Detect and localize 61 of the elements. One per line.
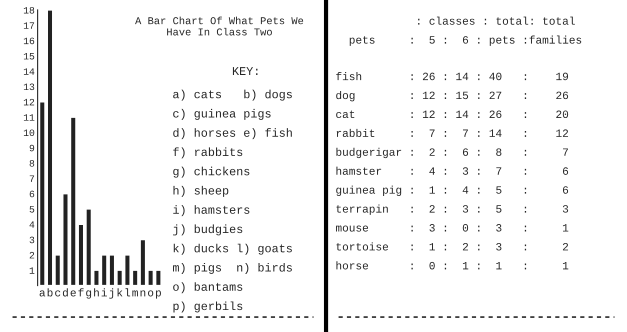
text: p) gerbils (173, 301, 242, 312)
y-tick-label: 4 (29, 221, 34, 228)
text: f) rabbits (173, 147, 242, 158)
x-tick-label: f (78, 288, 84, 296)
text: horse : 0 : 1 : 1 : 1 (336, 261, 568, 270)
x-tick-label: e (70, 290, 76, 296)
x-tick-label: a (40, 290, 46, 296)
y-tick-label: 15 (24, 53, 34, 60)
text: budgerigar : 2 : 6 : 8 : 7 (336, 148, 568, 158)
x-tick-label: o (148, 290, 154, 296)
text: hamster : 4 : 3 : 7 : 6 (336, 166, 568, 175)
text: tortoise : 1 : 2 : 3 : 2 (336, 242, 568, 251)
x-tick-label: c (55, 290, 60, 296)
x-tick-label: n (140, 290, 146, 296)
x-tick-label: h (94, 288, 99, 296)
x-tick-label: k (118, 288, 122, 296)
y-tick-label: 16 (24, 38, 34, 44)
y-tick-label: 17 (24, 22, 34, 29)
y-tick-label: 6 (30, 190, 34, 198)
text: cat : 12 : 14 : 26 : 20 (336, 110, 568, 118)
y-tick-label: 1 (30, 267, 34, 274)
text: j) budgies (173, 224, 242, 236)
y-tick-label: 13 (24, 84, 34, 90)
x-tick-label: p (156, 290, 161, 299)
text: i) hamsters (173, 205, 250, 216)
text: mouse : 3 : 0 : 3 : 1 (336, 224, 568, 232)
x-tick-label: b (48, 288, 53, 296)
y-tick-label: 2 (30, 252, 34, 258)
text: KEY: (232, 67, 258, 75)
text: a) cats b) dogs (173, 90, 292, 101)
text: h) sheep (173, 186, 228, 197)
text: o) bantams (173, 282, 242, 294)
text: terrapin : 2 : 3 : 5 : 3 (336, 204, 568, 215)
y-tick-label: 8 (30, 160, 34, 167)
text: dog : 12 : 15 : 27 : 26 (336, 90, 568, 102)
y-tick-label: 9 (30, 144, 34, 152)
y-tick-label: 7 (30, 175, 34, 182)
y-tick-label: 5 (30, 206, 34, 213)
text: : classes : total: total (418, 16, 575, 25)
text: g) chickens (173, 166, 250, 178)
y-tick-label: 3 (30, 236, 34, 244)
text: k) ducks l) goats (174, 244, 292, 255)
text: pets : 5 : 6 : pets :families (350, 36, 582, 46)
text: guinea pig : 1 : 4 : 5 : 6 (336, 186, 568, 196)
text: c) guinea pigs (173, 108, 271, 120)
y-tick-label: 10 (24, 129, 34, 136)
x-tick-label: m (132, 290, 138, 296)
x-tick-label: g (86, 290, 92, 299)
x-tick-label: i (102, 288, 107, 296)
text: rabbit : 7 : 7 : 14 : 12 (336, 128, 568, 137)
text: A Bar Chart Of What Pets We Have In Class Two (135, 16, 304, 36)
y-tick-label: 12 (24, 98, 34, 106)
x-tick-label: l (126, 288, 130, 296)
y-tick-label: 18 (24, 6, 34, 14)
text: fish : 26 : 14 : 40 : 19 (336, 72, 568, 80)
text: d) horses e) fish (173, 128, 292, 140)
text: m) pigs n) birds (172, 262, 292, 274)
x-tick-label: d (62, 288, 68, 296)
y-tick-label: 14 (24, 68, 34, 75)
y-tick-label: 11 (24, 114, 34, 121)
x-tick-label: j (109, 288, 114, 299)
